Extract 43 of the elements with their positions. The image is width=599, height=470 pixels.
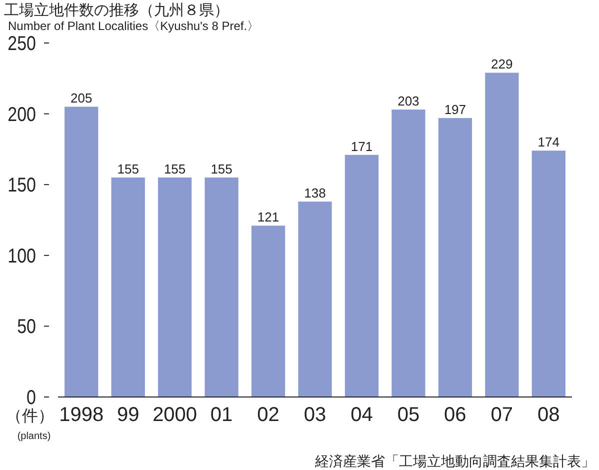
x-tick-label: 01: [210, 404, 233, 426]
x-tick-label: 08: [538, 404, 560, 426]
data-label: 203: [398, 94, 420, 109]
data-label: 121: [257, 210, 280, 225]
data-label: 205: [70, 90, 92, 106]
y-tick-label: 250: [8, 32, 36, 54]
bar: [485, 72, 519, 397]
y-axis-title: （件） (plants): [6, 408, 54, 442]
x-tick-label: 03: [304, 404, 326, 426]
x-tick-label: 04: [350, 404, 373, 426]
y-tick-label: 50: [17, 314, 36, 338]
chart-subtitle: Number of Plant Localities〈Kyushu's 8 Pref.〉: [8, 19, 260, 33]
data-label: 155: [117, 162, 139, 177]
data-label: 197: [444, 102, 466, 118]
x-tick-label: 99: [116, 404, 140, 426]
y-tick-label: 150: [8, 173, 36, 196]
y-tick-label: 100: [8, 244, 36, 267]
data-label: 155: [164, 162, 186, 177]
bar: [204, 178, 238, 397]
text: 経済産業省「工場立地動向調査結果集計表」: [314, 453, 595, 469]
data-label: 138: [304, 186, 326, 201]
x-tick-label: 06: [444, 404, 466, 426]
y-tick-label: 0: [26, 386, 36, 408]
bar: [111, 178, 145, 397]
x-tick-label: 2000: [152, 404, 198, 426]
data-label: 171: [350, 138, 373, 154]
bar: [438, 118, 472, 397]
bar: [64, 106, 98, 397]
bar: [158, 178, 192, 397]
bar: [344, 154, 379, 397]
x-tick-label: 1998: [59, 404, 104, 426]
x-tick-label: 07: [490, 404, 514, 426]
bar: [298, 202, 332, 397]
data-label: 229: [491, 56, 513, 72]
bar: [532, 150, 566, 397]
chart-title: 工場立地件数の推移（九州８県）: [4, 2, 229, 19]
bar: [251, 226, 286, 397]
bar: [392, 110, 426, 397]
y-tick-label: 200: [8, 102, 36, 126]
x-tick-label: 05: [397, 404, 420, 426]
data-label: 155: [210, 162, 232, 177]
data-label: 174: [538, 134, 560, 150]
x-tick-label: 02: [257, 404, 280, 426]
